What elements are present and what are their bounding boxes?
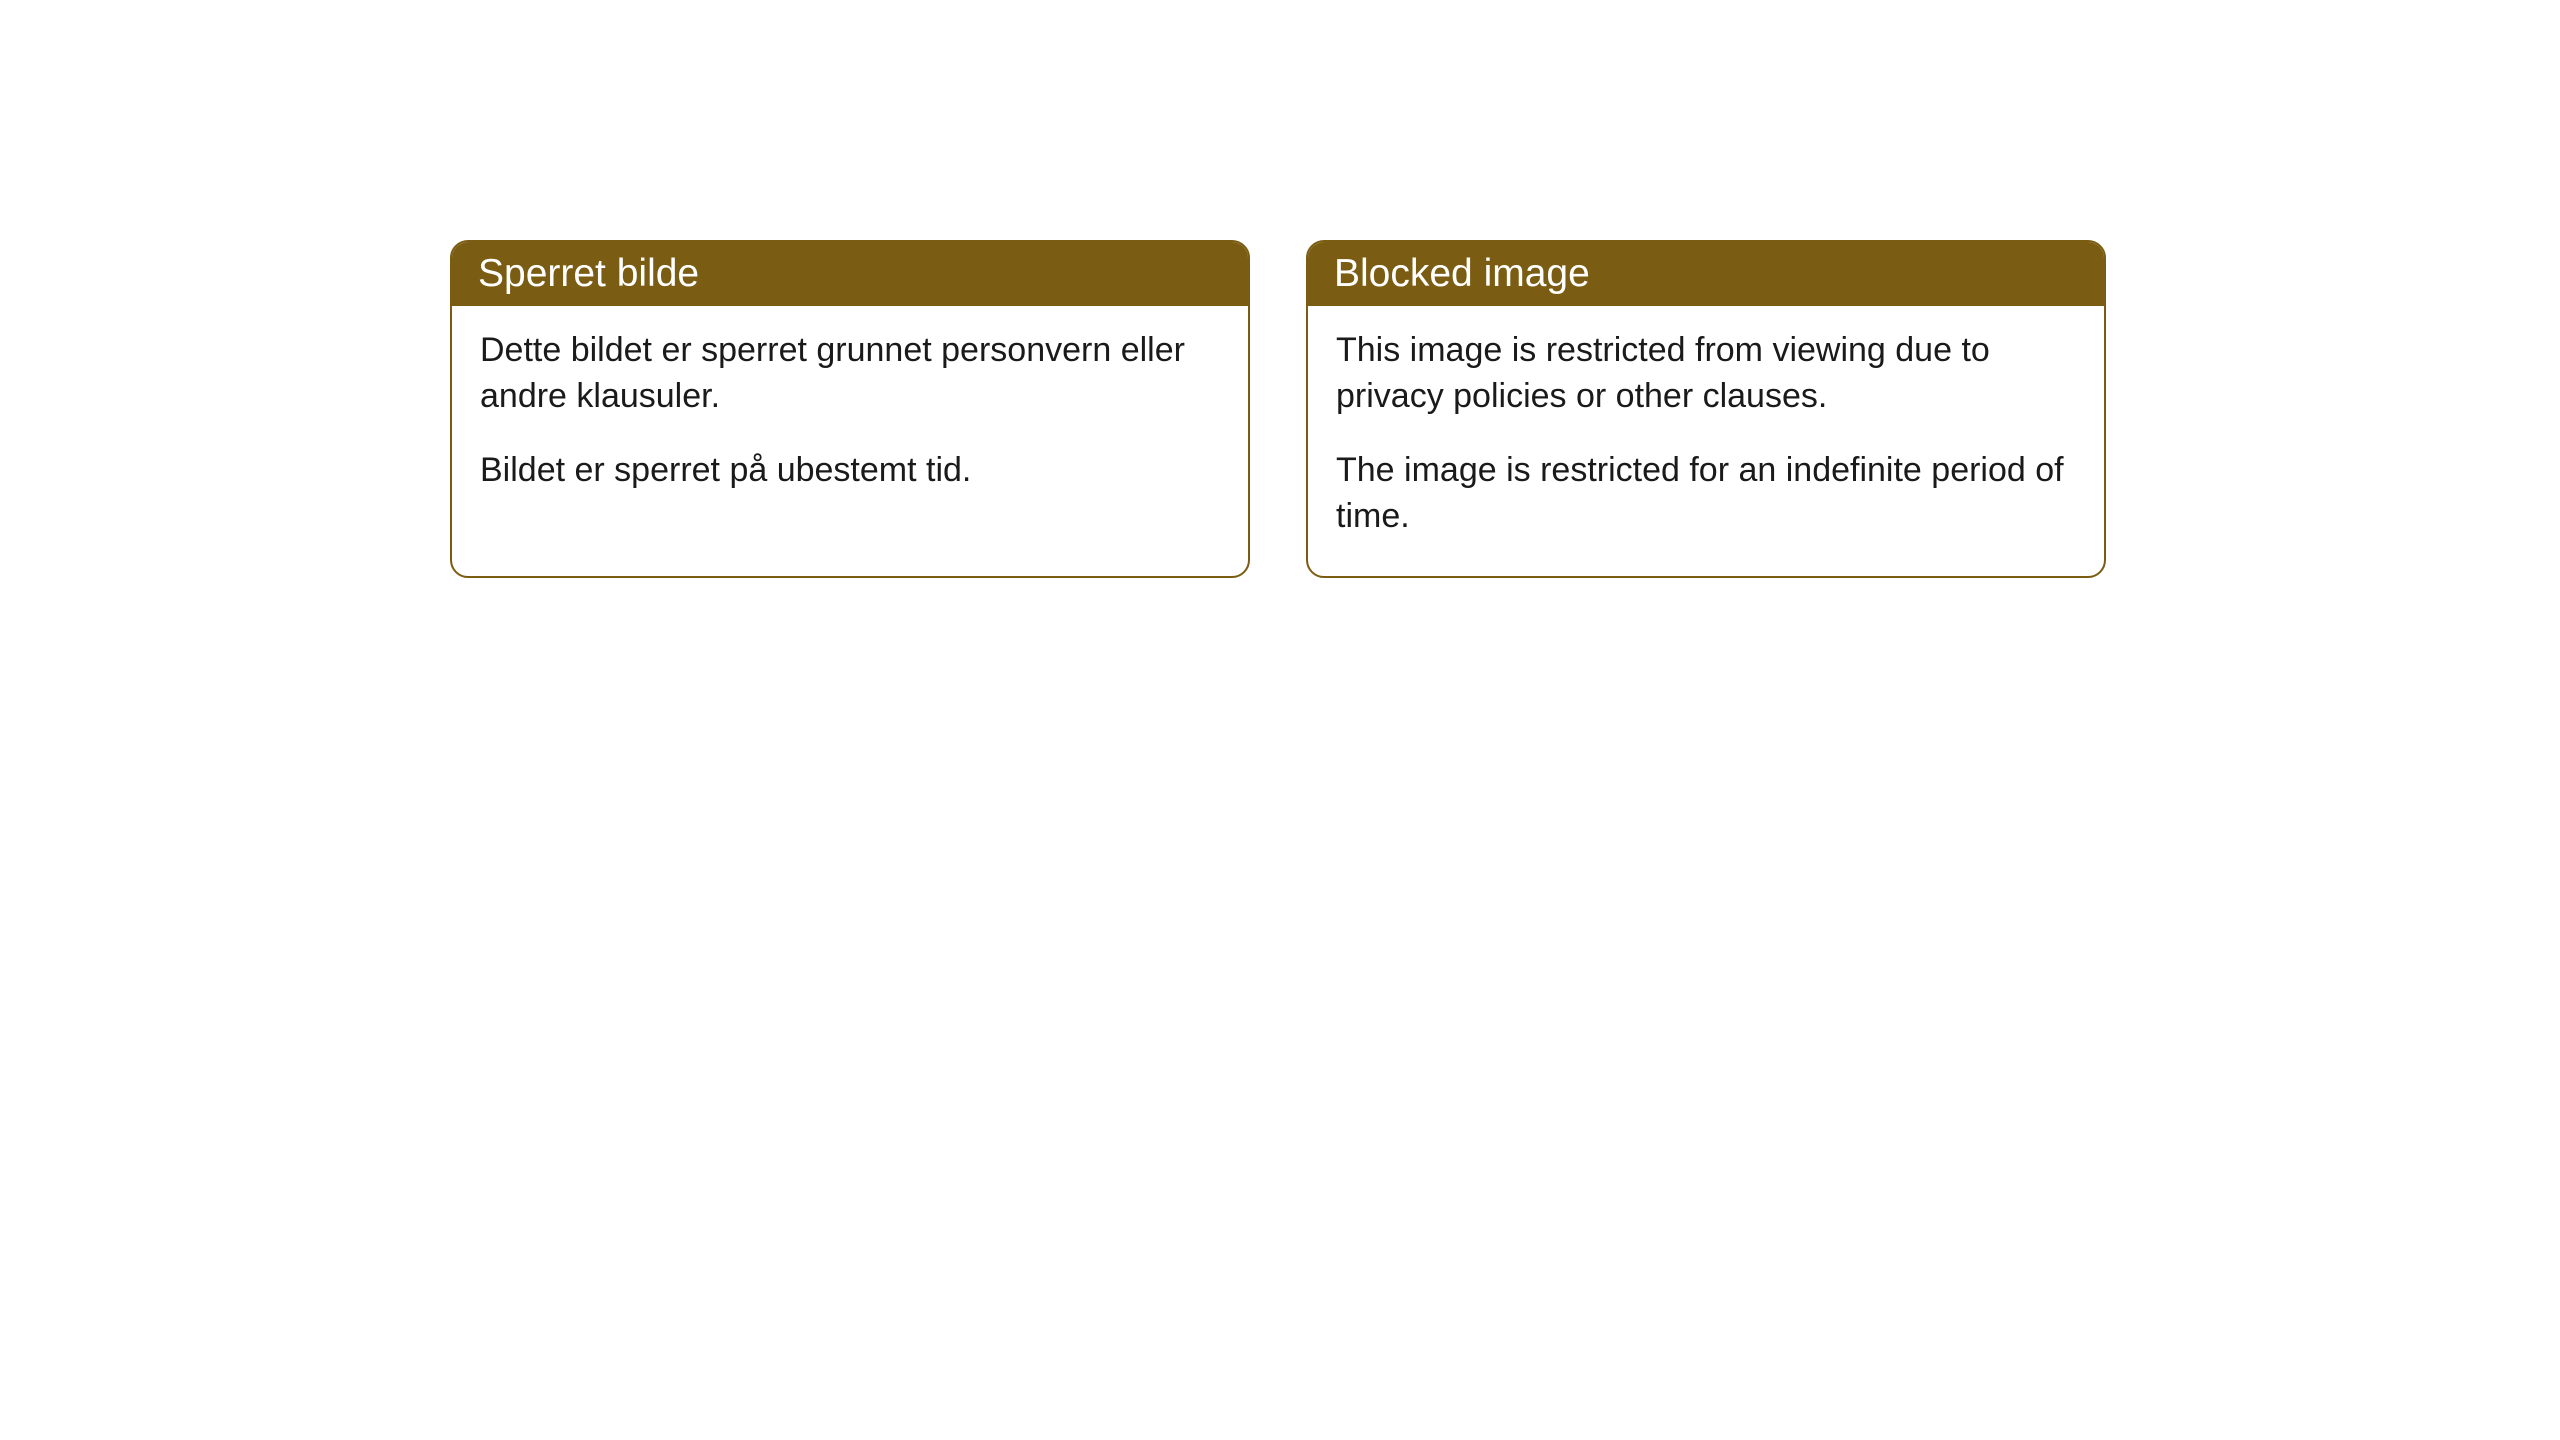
cards-container: Sperret bilde Dette bildet er sperret gr… [450, 240, 2110, 578]
card-english-paragraph2: The image is restricted for an indefinit… [1336, 448, 2076, 540]
card-english-body: This image is restricted from viewing du… [1308, 306, 2104, 576]
card-norwegian-body: Dette bildet er sperret grunnet personve… [452, 306, 1248, 530]
card-english: Blocked image This image is restricted f… [1306, 240, 2106, 578]
card-english-header: Blocked image [1308, 242, 2104, 306]
card-norwegian-paragraph1: Dette bildet er sperret grunnet personve… [480, 328, 1220, 420]
card-norwegian: Sperret bilde Dette bildet er sperret gr… [450, 240, 1250, 578]
card-english-paragraph1: This image is restricted from viewing du… [1336, 328, 2076, 420]
card-norwegian-header: Sperret bilde [452, 242, 1248, 306]
card-norwegian-paragraph2: Bildet er sperret på ubestemt tid. [480, 448, 1220, 494]
